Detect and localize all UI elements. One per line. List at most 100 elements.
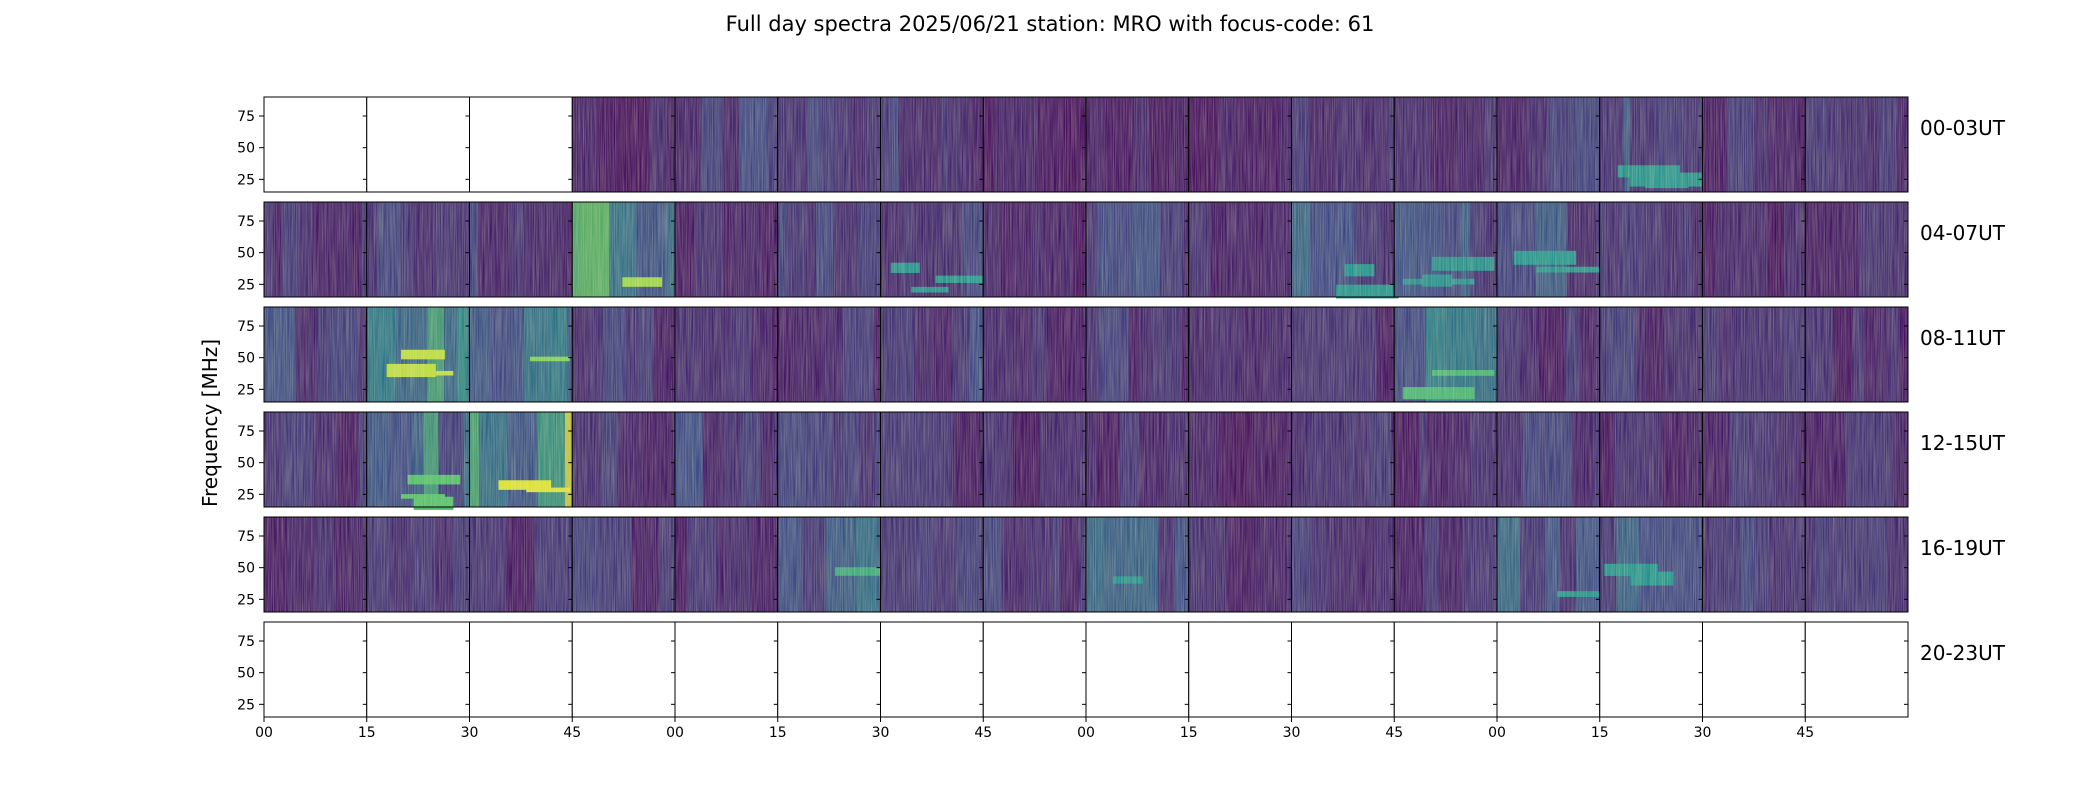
spectrum-panel — [880, 96, 984, 193]
spectrum-panel — [263, 306, 368, 403]
panel-frame — [1804, 516, 1909, 613]
spectrum-panel — [1496, 621, 1601, 718]
spectrum-panel — [366, 306, 470, 403]
spectrum-panel — [880, 411, 984, 508]
y-tick-label: 25 — [237, 172, 255, 188]
spectrum-panel — [366, 516, 470, 613]
row-time-label: 20-23UT — [1920, 641, 2006, 665]
spectrum-panel — [469, 306, 573, 403]
spectrum-panel — [982, 306, 1087, 403]
noise-texture — [1702, 307, 1806, 402]
noise-texture — [469, 412, 573, 507]
noise-texture — [1497, 97, 1600, 192]
noise-texture — [1086, 202, 1189, 297]
chart-title: Full day spectra 2025/06/21 station: MRO… — [726, 12, 1375, 36]
spectrum-panel — [1496, 516, 1626, 613]
spectrum-panel — [1188, 621, 1292, 718]
noise-texture — [983, 517, 1086, 612]
spectrum-panel — [571, 201, 676, 298]
spectrum-panel — [1085, 411, 1190, 508]
spectrum-panel — [1085, 201, 1190, 298]
row-time-label: 04-07UT — [1920, 221, 2006, 245]
spectrum-panel — [1496, 306, 1601, 403]
empty-panel — [469, 97, 573, 192]
noise-texture — [880, 412, 984, 507]
noise-texture — [880, 307, 984, 402]
spectrum-panel — [1393, 411, 1498, 508]
spectrum-panel — [674, 201, 779, 298]
noise-texture — [1599, 307, 1703, 402]
noise-texture — [675, 412, 778, 507]
spectrum-panel — [1393, 621, 1498, 718]
noise-texture — [777, 202, 881, 297]
x-tick-label: 15 — [1591, 725, 1609, 741]
noise-texture — [1291, 517, 1395, 612]
spectrum-panel — [366, 201, 470, 298]
spectra-row: 25 50 75 16-19UT — [237, 516, 2006, 613]
spectrum-panel — [982, 516, 1087, 613]
spectrum-panel — [1188, 201, 1292, 298]
noise-texture — [1394, 307, 1497, 402]
empty-panel — [366, 622, 470, 717]
noise-texture — [264, 202, 367, 297]
x-tick-label: 00 — [255, 725, 273, 741]
spectrum-panel — [1291, 96, 1395, 193]
spectrum-panel — [1496, 96, 1601, 193]
y-tick-label: 75 — [237, 109, 255, 125]
spectrum-panel — [1804, 621, 1909, 718]
noise-texture — [983, 307, 1086, 402]
spectrum-panel — [1188, 411, 1292, 508]
spectrum-panel — [1702, 306, 1806, 403]
y-tick-label: 50 — [237, 666, 255, 682]
y-tick-label: 75 — [237, 319, 255, 335]
noise-texture — [777, 307, 881, 402]
row-time-label: 16-19UT — [1920, 536, 2006, 560]
empty-panel — [469, 622, 573, 717]
spectrum-panel — [880, 201, 984, 298]
spectrum-panel — [1702, 96, 1806, 193]
spectrum-panel — [1496, 201, 1609, 298]
spectrum-panel — [982, 201, 1087, 298]
empty-panel — [366, 97, 470, 192]
noise-texture — [777, 412, 881, 507]
row-time-label: 00-03UT — [1920, 116, 2006, 140]
noise-texture — [572, 517, 675, 612]
empty-panel — [1188, 622, 1292, 717]
empty-panel — [983, 622, 1086, 717]
x-tick-label: 30 — [1283, 725, 1301, 741]
y-axis-label: Frequency [MHz] — [198, 339, 222, 507]
noise-texture — [1394, 97, 1497, 192]
spectrum-panel — [1393, 201, 1498, 298]
spectrum-panel — [571, 411, 676, 508]
noise-texture — [1394, 517, 1497, 612]
spectrum-panel — [571, 516, 676, 613]
empty-panel — [264, 622, 367, 717]
y-tick-label: 50 — [237, 561, 255, 577]
spectra-row: 25 50 75 00-03UT — [237, 96, 2006, 193]
noise-texture — [469, 307, 573, 402]
noise-texture — [572, 202, 675, 297]
spectrum-panel — [469, 96, 573, 193]
noise-texture — [1497, 202, 1600, 297]
empty-panel — [572, 622, 675, 717]
empty-panel — [1394, 622, 1497, 717]
noise-texture — [1394, 412, 1497, 507]
noise-texture — [1394, 202, 1497, 297]
noise-texture — [880, 97, 984, 192]
noise-texture — [366, 307, 470, 402]
y-tick-label: 25 — [237, 487, 255, 503]
noise-texture — [1599, 97, 1703, 192]
spectrum-panel — [777, 621, 881, 718]
y-tick-label: 50 — [237, 456, 255, 472]
spectra-row: 25 50 75 12-15UT — [237, 411, 2006, 510]
x-tick-label: 00 — [1077, 725, 1095, 741]
spectrum-panel — [777, 306, 881, 403]
spectrum-panel — [1702, 621, 1806, 718]
noise-texture — [777, 517, 881, 612]
y-tick-label: 25 — [237, 277, 255, 293]
spectra-row: 25 50 75 20-23UT — [237, 621, 2006, 718]
spectrum-panel — [674, 96, 779, 193]
noise-texture — [1188, 202, 1292, 297]
noise-texture — [777, 97, 881, 192]
